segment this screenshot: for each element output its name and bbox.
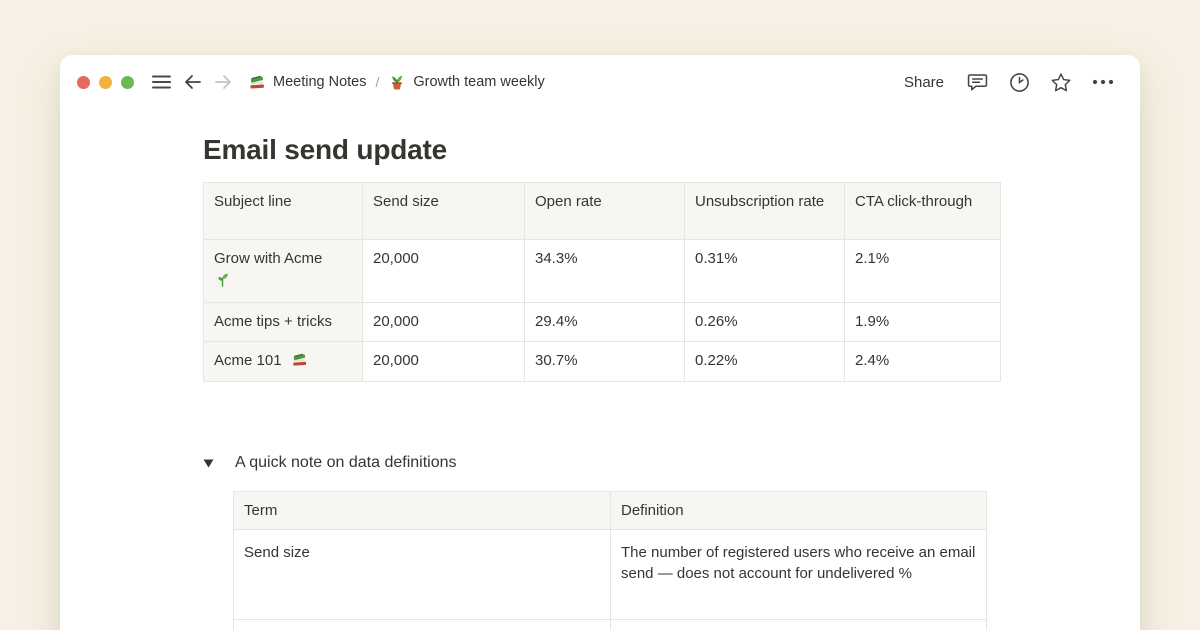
breadcrumb: Meeting Notes / Growth team weekly bbox=[248, 73, 545, 91]
subject-text: Grow with Acme bbox=[214, 250, 323, 267]
cell-send-size[interactable]: 20,000 bbox=[362, 239, 525, 303]
zoom-window-button[interactable] bbox=[121, 75, 134, 89]
cell-open-rate[interactable]: 30.7% bbox=[524, 341, 685, 382]
header-cell-send-size[interactable]: Send size bbox=[362, 182, 525, 240]
table-row: Grow with Acme 20,000 34.3% 0. bbox=[203, 239, 1001, 303]
cell-unsub-rate[interactable]: 0.22% bbox=[684, 341, 845, 382]
header-cell-unsubscription-rate[interactable]: Unsubscription rate bbox=[684, 182, 845, 240]
updates-button[interactable] bbox=[1008, 70, 1030, 94]
close-window-button[interactable] bbox=[77, 75, 90, 89]
header-cell-subject-line[interactable]: Subject line bbox=[203, 182, 363, 240]
minimize-window-button[interactable] bbox=[99, 75, 112, 89]
page-content: Email send update Subject line Send size… bbox=[60, 133, 1140, 630]
table-row: Open rate Percentage of users who open t… bbox=[233, 619, 987, 630]
breadcrumb-item-meeting-notes[interactable]: Meeting Notes bbox=[248, 73, 367, 91]
seedling-emoji-icon bbox=[214, 271, 352, 291]
cell-open-rate[interactable]: 34.3% bbox=[524, 239, 685, 303]
share-button[interactable]: Share bbox=[903, 73, 944, 91]
table-row: Acme tips + tricks 20,000 29.4% 0.26% 1.… bbox=[203, 302, 1001, 342]
toolbar: Meeting Notes / Growth team weekly bbox=[60, 55, 1140, 107]
email-stats-table: Subject line Send size Open rate Unsubsc… bbox=[203, 182, 1001, 382]
favorite-button[interactable] bbox=[1050, 70, 1072, 94]
breadcrumb-item-growth-team-weekly[interactable]: Growth team weekly bbox=[388, 73, 545, 91]
forward-button[interactable] bbox=[212, 70, 234, 94]
cell-subject[interactable]: Grow with Acme bbox=[203, 239, 363, 303]
cell-subject[interactable]: Acme tips + tricks bbox=[203, 302, 363, 342]
table-row: Acme 101 bbox=[203, 341, 1001, 382]
cell-unsub-rate[interactable]: 0.26% bbox=[684, 302, 845, 342]
breadcrumb-label: Growth team weekly bbox=[413, 74, 545, 90]
toggle-block[interactable]: A quick note on data definitions bbox=[203, 451, 1140, 475]
cell-send-size[interactable]: 20,000 bbox=[362, 302, 525, 342]
definitions-table: Term Definition Send size The number of … bbox=[233, 491, 987, 630]
table-row: Send size The number of registered users… bbox=[233, 529, 987, 620]
back-button[interactable] bbox=[182, 70, 204, 94]
subject-text: Acme tips + tricks bbox=[214, 313, 332, 330]
header-cell-definition[interactable]: Definition bbox=[610, 491, 987, 530]
toggle-label[interactable]: A quick note on data definitions bbox=[235, 454, 457, 471]
cell-subject[interactable]: Acme 101 bbox=[203, 341, 363, 382]
cell-cta[interactable]: 2.4% bbox=[844, 341, 1001, 382]
hamburger-icon bbox=[151, 75, 171, 89]
books-emoji-icon bbox=[291, 351, 308, 368]
more-options-button[interactable] bbox=[1092, 70, 1114, 94]
forward-arrow-icon bbox=[215, 75, 231, 89]
cell-cta[interactable]: 2.1% bbox=[844, 239, 1001, 303]
sidebar-menu-button[interactable] bbox=[150, 70, 172, 94]
cell-cta[interactable]: 1.9% bbox=[844, 302, 1001, 342]
table-header-row: Subject line Send size Open rate Unsubsc… bbox=[203, 182, 1001, 240]
comments-button[interactable] bbox=[966, 70, 988, 94]
subject-text: Acme 101 bbox=[214, 352, 282, 369]
toolbar-actions: Share bbox=[902, 70, 1114, 94]
cell-open-rate[interactable]: 29.4% bbox=[524, 302, 685, 342]
header-cell-open-rate[interactable]: Open rate bbox=[524, 182, 685, 240]
breadcrumb-separator: / bbox=[375, 74, 380, 90]
toggle-triangle-icon[interactable] bbox=[203, 459, 227, 468]
table-header-row: Term Definition bbox=[233, 491, 987, 530]
potted-plant-emoji-icon bbox=[388, 73, 406, 91]
window-controls bbox=[77, 75, 134, 89]
breadcrumb-label: Meeting Notes bbox=[273, 74, 367, 90]
cell-definition[interactable]: Percentage of users who open the email bbox=[610, 619, 987, 630]
app-window: Meeting Notes / Growth team weekly bbox=[60, 55, 1140, 630]
header-cell-term[interactable]: Term bbox=[233, 491, 611, 530]
cell-send-size[interactable]: 20,000 bbox=[362, 341, 525, 382]
cell-definition[interactable]: The number of registered users who recei… bbox=[610, 529, 987, 620]
back-arrow-icon bbox=[185, 75, 201, 89]
books-emoji-icon bbox=[248, 73, 266, 91]
comment-icon bbox=[967, 74, 987, 91]
cell-unsub-rate[interactable]: 0.31% bbox=[684, 239, 845, 303]
header-cell-cta-click-through[interactable]: CTA click-through bbox=[844, 182, 1001, 240]
history-clock-icon bbox=[1009, 72, 1029, 92]
cell-term[interactable]: Send size bbox=[233, 529, 611, 620]
cell-term[interactable]: Open rate bbox=[233, 619, 611, 630]
page-title[interactable]: Email send update bbox=[203, 134, 447, 165]
star-icon bbox=[1051, 72, 1071, 91]
more-ellipsis-icon bbox=[1092, 79, 1114, 85]
